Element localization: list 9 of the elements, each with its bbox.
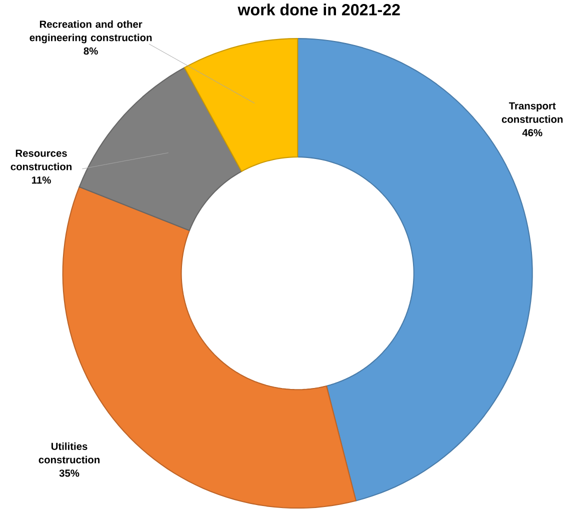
slice-label: Transport construction xyxy=(502,102,563,124)
data-label: 11% xyxy=(32,176,51,184)
data-label: 8% xyxy=(84,48,98,55)
slice-label: Resources construction xyxy=(10,150,72,170)
data-label: 46% xyxy=(522,129,542,136)
chart-title: work done in 2021-22 xyxy=(238,4,400,16)
slice-label: Recreation and other engineering construction xyxy=(30,20,152,44)
slice-label: Utilities construction xyxy=(38,442,100,464)
data-label: 35% xyxy=(59,470,80,477)
